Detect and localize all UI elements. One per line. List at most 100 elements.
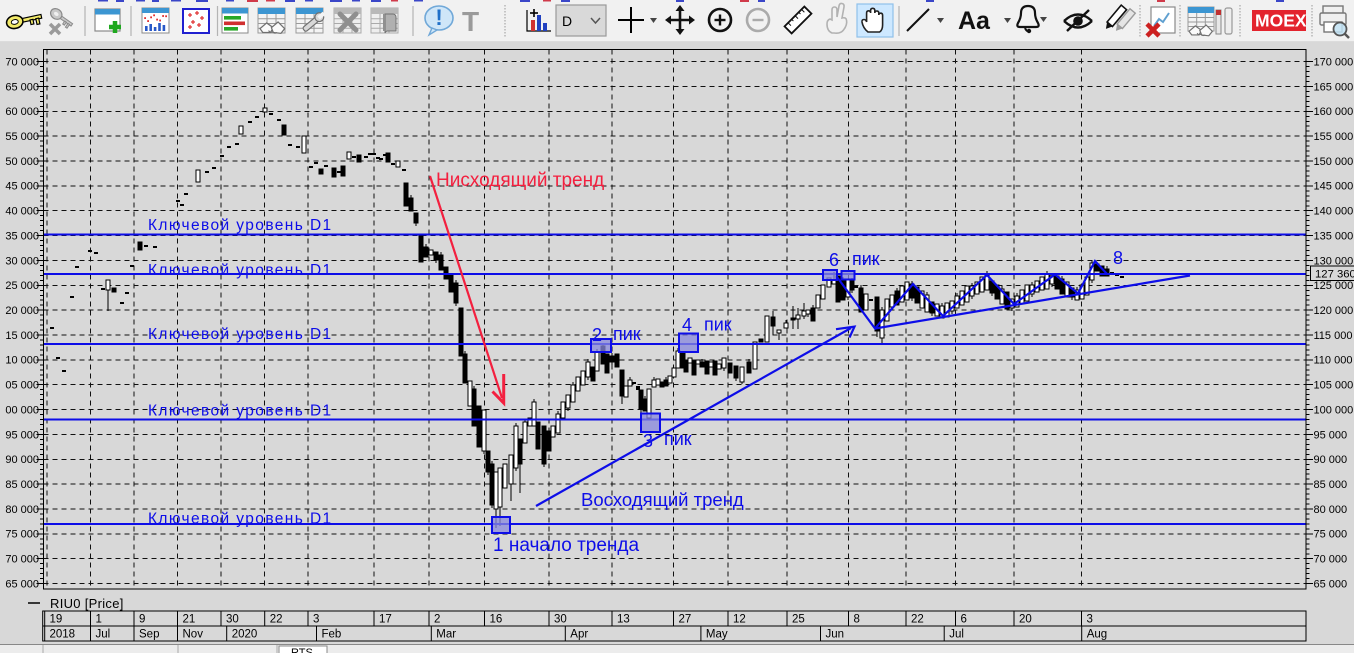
svg-text:2018: 2018 [50,629,76,641]
svg-text:150 000: 150 000 [1314,156,1354,168]
svg-text:Mar: Mar [436,629,456,641]
svg-text:20 000: 20 000 [5,305,39,317]
svg-text:Восходящий тренд: Восходящий тренд [581,489,744,510]
svg-text:19: 19 [50,614,63,626]
svg-text:05 000: 05 000 [5,380,39,392]
svg-text:30: 30 [226,614,239,626]
svg-text:75 000: 75 000 [5,529,39,541]
svg-text:Feb: Feb [322,629,342,641]
svg-text:145 000: 145 000 [1314,181,1354,193]
svg-text:80 000: 80 000 [1314,504,1348,516]
svg-text:RIU0 [Price]: RIU0 [Price] [50,596,124,611]
svg-text:Aug: Aug [1087,629,1107,641]
svg-text:10 000: 10 000 [5,355,39,367]
svg-text:25: 25 [792,614,805,626]
svg-text:13: 13 [617,614,630,626]
svg-text:Jun: Jun [826,629,845,641]
svg-text:Nov: Nov [183,629,204,641]
svg-text:95 000: 95 000 [1314,429,1348,441]
svg-text:22: 22 [270,614,283,626]
svg-text:8: 8 [854,614,860,626]
svg-text:17: 17 [379,614,392,626]
svg-text:35 000: 35 000 [5,230,39,242]
svg-text:85 000: 85 000 [5,479,39,491]
svg-text:9: 9 [139,614,145,626]
svg-text:165 000: 165 000 [1314,81,1354,93]
svg-text:4: 4 [682,315,692,335]
svg-text:95 000: 95 000 [5,429,39,441]
svg-text:30: 30 [554,614,567,626]
svg-text:2: 2 [592,325,602,345]
svg-text:Aa: Aa [958,7,991,35]
svg-text:130 000: 130 000 [1314,255,1354,267]
svg-text:00 000: 00 000 [5,404,39,416]
svg-text:T: T [462,6,479,37]
svg-text:65 000: 65 000 [1314,578,1348,590]
svg-text:110 000: 110 000 [1314,355,1353,367]
svg-text:2: 2 [434,614,440,626]
svg-text:115 000: 115 000 [1314,330,1353,342]
svg-text:Sep: Sep [139,629,159,641]
svg-text:55 000: 55 000 [5,131,39,143]
svg-text:65 000: 65 000 [5,81,39,93]
svg-text:75 000: 75 000 [1314,529,1348,541]
svg-text:135 000: 135 000 [1314,230,1354,242]
svg-text:1: 1 [96,614,102,626]
svg-text:2020: 2020 [232,629,258,641]
svg-text:RTS: RTS [291,647,313,653]
svg-text:60 000: 60 000 [5,106,39,118]
svg-text:пик: пик [664,429,692,449]
svg-text:Ключевой уровень D1: Ключевой уровень D1 [148,326,333,343]
svg-text:D: D [562,13,572,29]
svg-text:155 000: 155 000 [1314,131,1354,143]
svg-text:120 000: 120 000 [1314,305,1354,317]
svg-text:6: 6 [961,614,967,626]
svg-text:140 000: 140 000 [1314,206,1354,218]
svg-text:16: 16 [490,614,503,626]
svg-text:3: 3 [313,614,319,626]
svg-text:160 000: 160 000 [1314,106,1354,118]
svg-text:27: 27 [679,614,692,626]
svg-text:90 000: 90 000 [5,454,39,466]
svg-text:12: 12 [733,614,746,626]
svg-text:15 000: 15 000 [5,330,39,342]
svg-text:Jul: Jul [949,629,964,641]
svg-text:20: 20 [1019,614,1032,626]
svg-text:6: 6 [829,250,839,270]
svg-text:!: ! [435,5,442,30]
svg-text:70 000: 70 000 [5,56,39,68]
svg-text:90 000: 90 000 [1314,454,1348,466]
svg-text:65 000: 65 000 [5,578,39,590]
svg-text:3: 3 [1087,614,1093,626]
svg-text:45 000: 45 000 [5,181,39,193]
svg-text:Нисходящий тренд: Нисходящий тренд [436,170,604,191]
svg-text:70 000: 70 000 [1314,554,1348,566]
svg-text:1 начало тренда: 1 начало тренда [493,535,640,556]
svg-text:Ключевой уровень D1: Ключевой уровень D1 [148,403,333,420]
svg-text:21: 21 [183,614,196,626]
svg-text:Ключевой уровень D1: Ключевой уровень D1 [148,511,333,528]
svg-text:50 000: 50 000 [5,156,39,168]
svg-text:70 000: 70 000 [5,554,39,566]
svg-text:40 000: 40 000 [5,206,39,218]
svg-text:Apr: Apr [570,629,588,641]
svg-text:пик: пик [613,324,641,344]
svg-text:22: 22 [911,614,924,626]
svg-text:Ключевой уровень D1: Ключевой уровень D1 [148,262,333,279]
svg-text:Ключевой уровень D1: Ключевой уровень D1 [148,217,333,234]
svg-text:125 000: 125 000 [1314,280,1354,292]
svg-text:8: 8 [1113,248,1123,268]
svg-text:30 000: 30 000 [5,255,39,267]
svg-text:May: May [706,629,728,641]
svg-text:105 000: 105 000 [1314,380,1354,392]
svg-text:127 360: 127 360 [1315,269,1354,281]
svg-text:170 000: 170 000 [1314,56,1354,68]
svg-text:3: 3 [643,431,653,451]
svg-text:пик: пик [704,315,732,335]
svg-text:100 000: 100 000 [1314,404,1354,416]
svg-text:MOEX: MOEX [1255,11,1307,31]
svg-text:Jul: Jul [96,629,111,641]
svg-text:25 000: 25 000 [5,280,39,292]
svg-text:80 000: 80 000 [5,504,39,516]
svg-text:85 000: 85 000 [1314,479,1348,491]
